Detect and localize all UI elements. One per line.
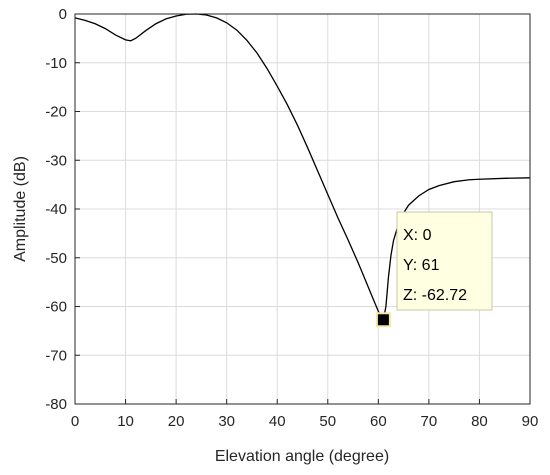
y-tick-label: -80 — [45, 396, 67, 413]
y-tick-label: -40 — [45, 201, 67, 218]
datatip-box — [396, 211, 493, 311]
x-tick-label: 40 — [269, 413, 286, 430]
x-tick-label: 70 — [421, 413, 438, 430]
x-tick-label: 90 — [522, 413, 539, 430]
datatip-marker[interactable] — [375, 312, 391, 328]
y-tick-label: -70 — [45, 347, 67, 364]
y-tick-label: -60 — [45, 299, 67, 316]
x-tick-label: 60 — [370, 413, 387, 430]
amplitude-line — [74, 13, 531, 322]
x-tick-label: 30 — [218, 413, 235, 430]
datatip[interactable]: X: 0 Y: 61 Z: -62.72 — [396, 211, 493, 311]
x-axis-label: Elevation angle (degree) — [215, 448, 389, 465]
x-tick-label: 0 — [71, 413, 79, 430]
x-tick-label: 50 — [319, 413, 336, 430]
y-axis-label: Amplitude (dB) — [12, 156, 29, 262]
y-tick-label: 0 — [59, 6, 67, 23]
datatip-line-x: X: 0 — [403, 227, 432, 244]
datatip-line-z: Z: -62.72 — [403, 287, 467, 304]
y-tick-label: -50 — [45, 250, 67, 267]
x-axis: 0 10 20 30 40 50 60 70 80 90 — [71, 399, 539, 430]
datatip-line-y: Y: 61 — [403, 257, 440, 274]
x-tick-label: 10 — [117, 413, 134, 430]
y-axis: 0 -10 -20 -30 -40 -50 -60 -70 -80 — [45, 6, 80, 413]
y-tick-label: -20 — [45, 104, 67, 121]
x-tick-label: 80 — [471, 413, 488, 430]
y-tick-label: -10 — [45, 55, 67, 72]
x-tick-label: 20 — [168, 413, 185, 430]
y-tick-label: -30 — [45, 152, 67, 169]
